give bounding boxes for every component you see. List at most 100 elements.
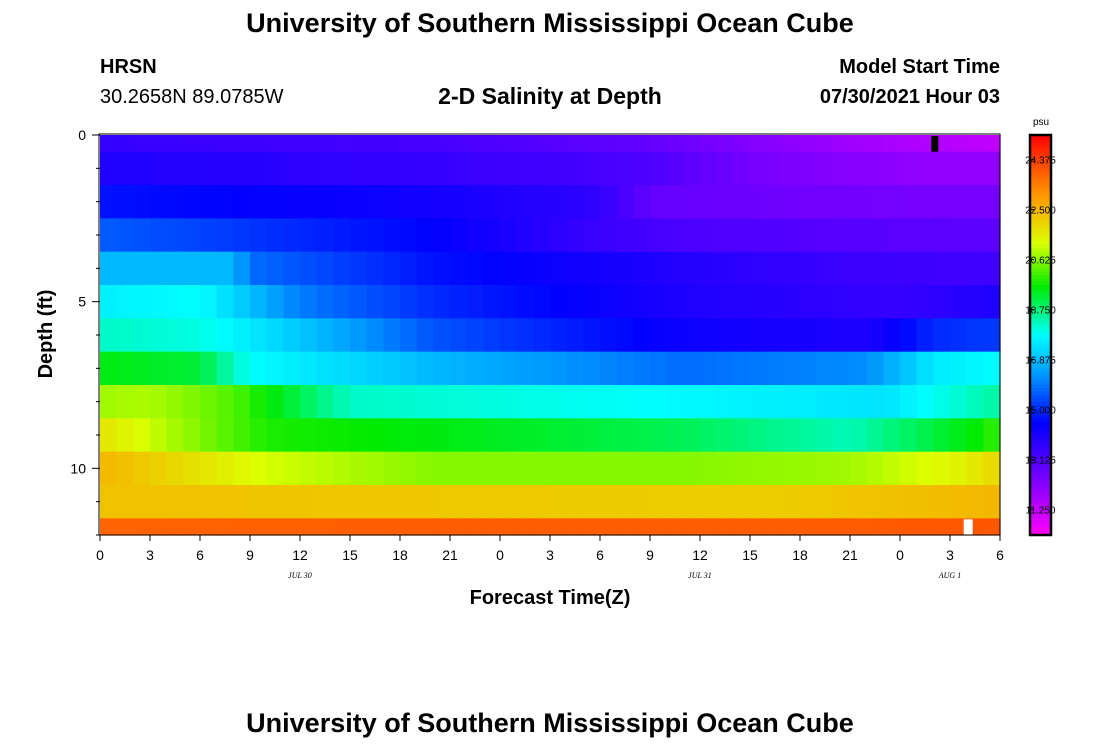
colorbar-segment bbox=[1030, 528, 1051, 533]
heatmap-cell bbox=[483, 318, 501, 353]
colorbar-segment bbox=[1030, 421, 1051, 426]
x-axis: 0 3 6 9 12 15 18 21 0 3 6 9 12 15 18 21 0 3 6 JUL 30 JUL 31 A… bbox=[96, 535, 1004, 580]
heatmap-cell bbox=[550, 251, 568, 286]
colorbar-segment bbox=[1030, 395, 1051, 399]
heatmap-cell bbox=[800, 451, 818, 486]
heatmap-cell bbox=[366, 185, 384, 219]
heatmap-markers bbox=[931, 136, 973, 535]
heatmap-cell bbox=[383, 418, 401, 453]
heatmap-cell bbox=[566, 451, 584, 486]
heatmap-cell bbox=[783, 318, 801, 353]
heatmap-cell bbox=[900, 285, 918, 319]
heatmap-cell bbox=[450, 451, 468, 486]
heatmap-cell bbox=[900, 318, 918, 353]
heatmap-cell bbox=[233, 185, 251, 219]
heatmap-cell bbox=[233, 518, 251, 536]
heatmap-cell bbox=[933, 285, 951, 319]
heatmap-cell bbox=[216, 185, 234, 219]
heatmap-cell bbox=[133, 351, 151, 386]
colorbar-segment bbox=[1030, 521, 1051, 526]
heatmap-cell bbox=[933, 251, 951, 286]
heatmap-cell bbox=[366, 251, 384, 286]
colorbar-segment bbox=[1030, 481, 1051, 486]
heatmap-cell bbox=[483, 185, 501, 219]
heatmap-cell bbox=[633, 151, 651, 186]
heatmap-cell bbox=[233, 285, 251, 319]
heatmap-cell bbox=[883, 518, 901, 536]
heatmap-cell bbox=[933, 518, 951, 536]
colorbar-tick-label: 11.250 bbox=[1026, 506, 1056, 517]
x-axis-label: Forecast Time(Z) bbox=[470, 587, 631, 609]
heatmap-cell bbox=[700, 385, 718, 419]
heatmap-cell bbox=[250, 318, 268, 353]
heatmap-cell bbox=[666, 351, 684, 386]
heatmap-cell bbox=[533, 351, 551, 386]
y-tick-label: 0 bbox=[78, 127, 86, 143]
heatmap-cell bbox=[983, 451, 1001, 486]
heatmap-cell bbox=[816, 318, 834, 353]
colorbar-segment bbox=[1030, 291, 1051, 296]
heatmap-cell bbox=[750, 451, 768, 486]
heatmap-cell bbox=[500, 251, 518, 286]
heatmap-cell bbox=[600, 351, 618, 386]
colorbar-segment bbox=[1030, 461, 1051, 466]
colorbar-segment bbox=[1030, 525, 1051, 529]
heatmap-cell bbox=[450, 418, 468, 453]
heatmap-cell bbox=[416, 151, 434, 186]
heatmap-cell bbox=[150, 135, 168, 153]
heatmap-cell bbox=[116, 135, 134, 153]
heatmap-cell bbox=[266, 251, 284, 286]
heatmap-cell bbox=[100, 485, 118, 519]
heatmap-cell bbox=[883, 418, 901, 453]
heatmap-cell bbox=[616, 518, 634, 536]
heatmap-cell bbox=[433, 418, 451, 453]
heatmap-cell bbox=[150, 418, 168, 453]
colorbar-segment bbox=[1030, 428, 1051, 433]
x-tick-label: 3 bbox=[146, 547, 154, 563]
heatmap-cell bbox=[700, 518, 718, 536]
colorbar-segment bbox=[1030, 261, 1051, 266]
heatmap-cell bbox=[700, 185, 718, 219]
heatmap-cell bbox=[850, 351, 868, 386]
heatmap-cell bbox=[733, 451, 751, 486]
x-tick-label: 6 bbox=[996, 547, 1004, 563]
heatmap-cell bbox=[233, 418, 251, 453]
heatmap-cell bbox=[950, 518, 968, 536]
x-tick-label: 0 bbox=[96, 547, 104, 563]
heatmap-cell bbox=[200, 385, 218, 419]
heatmap-cell bbox=[816, 251, 834, 286]
heatmap-cell bbox=[783, 218, 801, 253]
heatmap-cell bbox=[150, 285, 168, 319]
heatmap-cell bbox=[350, 385, 368, 419]
heatmap-cell bbox=[900, 485, 918, 519]
heatmap-cell bbox=[950, 351, 968, 386]
heatmap-cell bbox=[616, 251, 634, 286]
y-axis: 0 5 10 bbox=[70, 127, 100, 536]
heatmap-cell bbox=[866, 351, 884, 386]
colorbar-segment bbox=[1030, 431, 1051, 436]
heatmap-cell bbox=[566, 285, 584, 319]
heatmap-cell bbox=[100, 251, 118, 286]
heatmap-cell bbox=[116, 318, 134, 353]
heatmap-cell bbox=[700, 151, 718, 186]
heatmap-cell bbox=[200, 285, 218, 319]
heatmap-cell bbox=[916, 485, 934, 519]
heatmap-cell bbox=[216, 135, 234, 153]
heatmap-cell bbox=[433, 485, 451, 519]
heatmap-cell bbox=[866, 185, 884, 219]
heatmap-cell bbox=[200, 518, 218, 536]
colorbar-frame bbox=[1028, 133, 1053, 537]
colorbar-segment bbox=[1030, 415, 1051, 419]
heatmap-cell bbox=[633, 418, 651, 453]
heatmap-cell bbox=[450, 185, 468, 219]
heatmap-cell bbox=[966, 185, 984, 219]
heatmap-cell bbox=[316, 151, 334, 186]
heatmap-cell bbox=[650, 151, 668, 186]
heatmap-cell bbox=[866, 135, 884, 153]
heatmap-cell bbox=[716, 451, 734, 486]
heatmap-cell bbox=[950, 318, 968, 353]
heatmap-cell bbox=[100, 351, 118, 386]
colorbar-segment bbox=[1030, 345, 1051, 349]
heatmap-cell bbox=[566, 151, 584, 186]
heatmap-cell bbox=[766, 485, 784, 519]
